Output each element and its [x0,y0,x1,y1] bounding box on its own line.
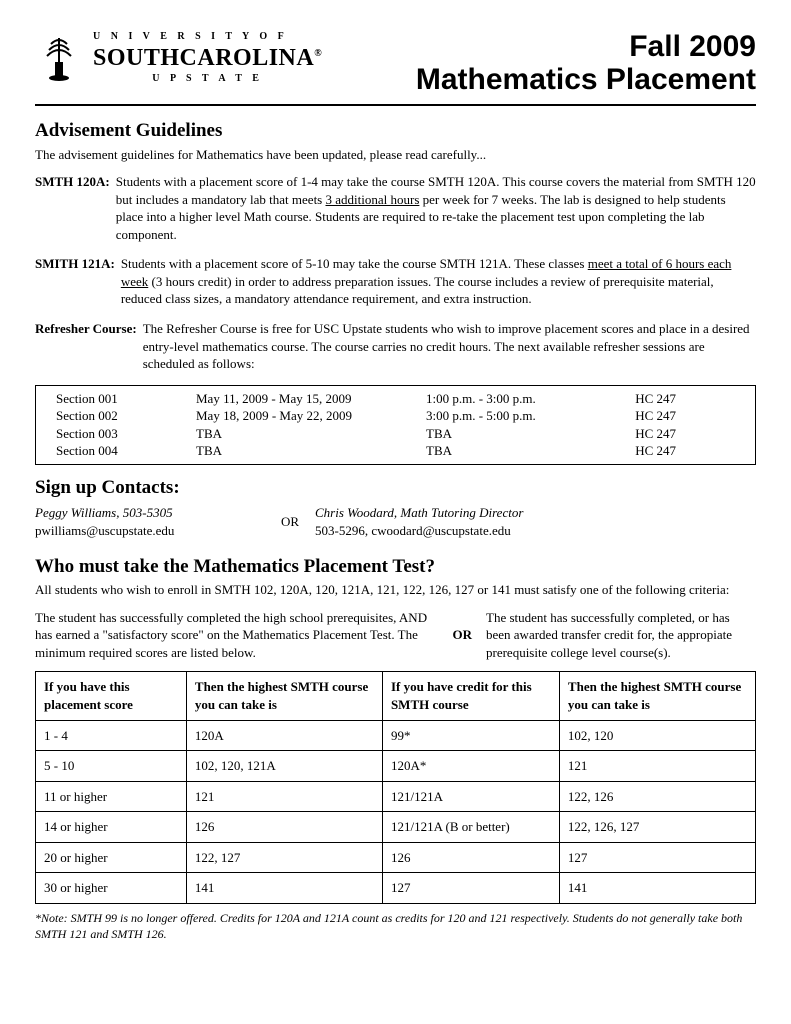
placement-cell: 11 or higher [36,781,187,812]
university-name: SOUTHCAROLINA® [93,46,322,70]
criteria-row: The student has successfully completed t… [35,609,756,662]
placement-cell: 122, 126 [559,781,755,812]
criteria-left: The student has successfully completed t… [35,609,447,662]
refresher-session-row: Section 003TBATBAHC 247 [56,425,735,443]
smth120a-text: Students with a placement score of 1-4 m… [116,173,756,243]
placement-cell: 141 [186,873,382,904]
placement-cell: 122, 127 [186,842,382,873]
session-room: HC 247 [606,407,676,425]
placement-cell: 99* [382,720,559,751]
contacts-or: OR [265,513,315,531]
placement-cell: 120A [186,720,382,751]
placement-header: Then the highest SMTH course you can tak… [559,672,755,720]
placement-header: If you have this placement score [36,672,187,720]
session-room: HC 247 [606,425,676,443]
refresher-session-row: Section 002May 18, 2009 - May 22, 20093:… [56,407,735,425]
criteria-or: OR [447,626,479,644]
placement-header: Then the highest SMTH course you can tak… [186,672,382,720]
session-time: 3:00 p.m. - 5:00 p.m. [426,407,606,425]
session-dates: TBA [196,442,426,460]
session-dates: May 11, 2009 - May 15, 2009 [196,390,426,408]
placement-cell: 141 [559,873,755,904]
who-intro: All students who wish to enroll in SMTH … [35,581,756,599]
document-title: Fall 2009 Mathematics Placement [416,30,756,96]
session-dates: TBA [196,425,426,443]
refresher-text: The Refresher Course is free for USC Ups… [143,320,756,373]
title-line-1: Fall 2009 [416,30,756,63]
placement-cell: 121 [186,781,382,812]
session-room: HC 247 [606,442,676,460]
placement-cell: 102, 120, 121A [186,751,382,782]
university-seal-icon [35,34,83,82]
criteria-right: The student has successfully completed, … [478,609,756,662]
who-heading: Who must take the Mathematics Placement … [35,554,756,580]
session-dates: May 18, 2009 - May 22, 2009 [196,407,426,425]
university-of-label: U N I V E R S I T Y O F [93,30,322,44]
smth120a-block: SMTH 120A: Students with a placement sco… [35,173,756,243]
smth120a-label: SMTH 120A: [35,173,116,243]
university-logo-block: U N I V E R S I T Y O F SOUTHCAROLINA® U… [35,30,416,85]
placement-cell: 20 or higher [36,842,187,873]
placement-cell: 121/121A [382,781,559,812]
placement-row: 1 - 4120A99*102, 120 [36,720,756,751]
advisement-intro: The advisement guidelines for Mathematic… [35,146,756,164]
placement-cell: 120A* [382,751,559,782]
placement-cell: 14 or higher [36,812,187,843]
smith121a-label: SMITH 121A: [35,255,121,308]
placement-cell: 126 [382,842,559,873]
placement-cell: 1 - 4 [36,720,187,751]
placement-row: 20 or higher122, 127126127 [36,842,756,873]
session-section: Section 003 [56,425,196,443]
refresher-session-row: Section 004TBATBAHC 247 [56,442,735,460]
contacts-block: Peggy Williams, 503-5305 pwilliams@uscup… [35,504,756,539]
page-header: U N I V E R S I T Y O F SOUTHCAROLINA® U… [35,30,756,106]
placement-cell: 121 [559,751,755,782]
session-section: Section 001 [56,390,196,408]
contacts-heading: Sign up Contacts: [35,475,756,501]
session-room: HC 247 [606,390,676,408]
placement-cell: 5 - 10 [36,751,187,782]
session-time: 1:00 p.m. - 3:00 p.m. [426,390,606,408]
placement-table: If you have this placement scoreThen the… [35,671,756,903]
session-time: TBA [426,425,606,443]
placement-header: If you have credit for this SMTH course [382,672,559,720]
session-section: Section 002 [56,407,196,425]
placement-cell: 122, 126, 127 [559,812,755,843]
university-text: U N I V E R S I T Y O F SOUTHCAROLINA® U… [93,30,322,85]
refresher-label: Refresher Course: [35,320,143,373]
placement-row: 11 or higher121121/121A122, 126 [36,781,756,812]
placement-cell: 30 or higher [36,873,187,904]
placement-cell: 102, 120 [559,720,755,751]
placement-row: 5 - 10102, 120, 121A120A*121 [36,751,756,782]
placement-cell: 121/121A (B or better) [382,812,559,843]
smith121a-text: Students with a placement score of 5-10 … [121,255,756,308]
contact-chris: Chris Woodard, Math Tutoring Director 50… [315,504,756,539]
refresher-sessions-table: Section 001May 11, 2009 - May 15, 20091:… [35,385,756,465]
placement-cell: 126 [186,812,382,843]
placement-cell: 127 [382,873,559,904]
advisement-heading: Advisement Guidelines [35,118,756,144]
session-section: Section 004 [56,442,196,460]
session-time: TBA [426,442,606,460]
footnote: *Note: SMTH 99 is no longer offered. Cre… [35,910,756,942]
placement-cell: 127 [559,842,755,873]
refresher-session-row: Section 001May 11, 2009 - May 15, 20091:… [56,390,735,408]
smith121a-block: SMITH 121A: Students with a placement sc… [35,255,756,308]
title-line-2: Mathematics Placement [416,63,756,96]
placement-row: 14 or higher126121/121A (B or better)122… [36,812,756,843]
refresher-block: Refresher Course: The Refresher Course i… [35,320,756,373]
placement-row: 30 or higher141127141 [36,873,756,904]
campus-name: U P S T A T E [93,72,322,86]
contact-peggy: Peggy Williams, 503-5305 pwilliams@uscup… [35,504,265,539]
